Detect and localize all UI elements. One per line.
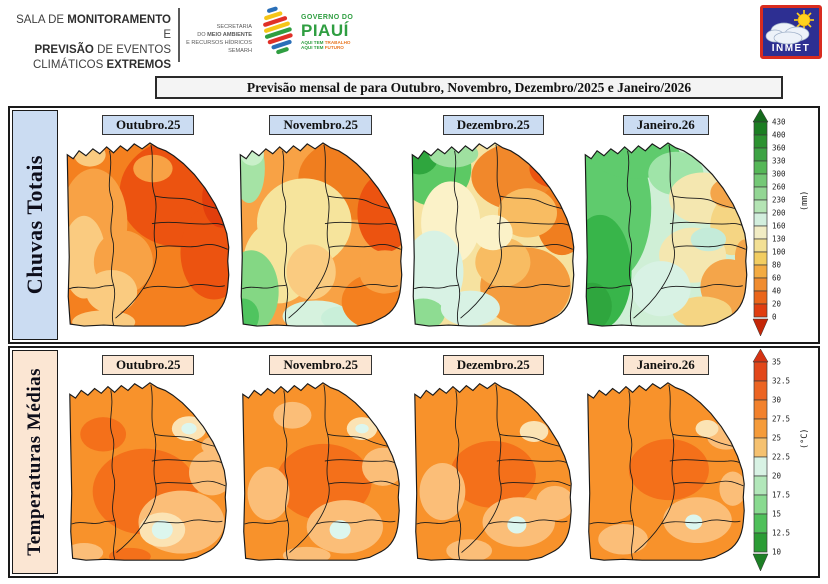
map-column: Outubro.25	[62, 108, 235, 342]
map-column: Dezembro.25	[407, 108, 580, 342]
scale-tick-label: 330	[772, 157, 786, 166]
month-label: Outubro.25	[102, 115, 195, 135]
piaui-tagline-2: AQUI TEM FUTURO	[301, 44, 344, 50]
scale-tick-label: 25	[772, 434, 781, 443]
scale-tick-label: 32.5	[772, 377, 790, 386]
map-column: Janeiro.26	[580, 108, 753, 342]
color-scale-bar: 35 32.5 30 27.5 25 22.5 20 17.5 15 12.5 10 (°C)	[752, 348, 810, 572]
scale-tick-label: 17.5	[772, 491, 790, 500]
forecast-map	[69, 382, 228, 561]
month-label: Dezembro.25	[442, 115, 544, 135]
semarh-logo: SECRETARIA DO MEIO AMBIENTE E RECURSOS H…	[186, 24, 252, 55]
scale-unit-label: (mm)	[800, 191, 810, 211]
row-temperaturas-medias: Temperaturas Médias Outubro.25 Novembro.2…	[8, 346, 820, 578]
forecast-map	[414, 382, 573, 561]
month-label: Dezembro.25	[442, 355, 544, 375]
scale-tick-label: 15	[772, 510, 781, 519]
map-column: Outubro.25	[62, 348, 235, 576]
scale-tick-label: 22.5	[772, 453, 790, 462]
month-label: Outubro.25	[102, 355, 195, 375]
header: SALA DE MONITORAMENTO E PREVISÃO DE EVEN…	[0, 0, 828, 72]
scale-tick-label: 20	[772, 472, 782, 481]
forecast-map	[411, 142, 575, 327]
forecast-map	[584, 142, 748, 327]
scale-tick-label: 60	[772, 274, 782, 283]
map-column: Novembro.25	[235, 348, 408, 576]
scale-tick-label: 400	[772, 131, 786, 140]
governo-do-label: GOVERNO DO	[301, 13, 354, 21]
inmet-logo: INMET	[760, 5, 822, 59]
month-label: Novembro.25	[269, 355, 372, 375]
piaui-map-icon	[263, 6, 293, 55]
piaui-tagline-1: AQUI TEM TRABALHO	[301, 39, 351, 45]
forecast-map	[239, 142, 403, 327]
row-chuvas-totais: Chuvas Totais Outubro.25 Novembro.25 Dezem…	[8, 106, 820, 344]
map-column: Dezembro.25	[407, 348, 580, 576]
sala-line2: PREVISÃO	[34, 43, 94, 56]
maps-area-chuvas: Outubro.25 Novembro.25 Dezembro.25 Janeiro.…	[62, 108, 752, 342]
row-label-cell-temperaturas: Temperaturas Médias	[12, 350, 58, 574]
scale-tick-label: 100	[772, 248, 786, 257]
scale-tick-label: 130	[772, 235, 786, 244]
scale-tick-label: 20	[772, 300, 782, 309]
scale-tick-label: 300	[772, 170, 786, 179]
forecast-map	[586, 382, 745, 561]
scale-tick-label: 40	[772, 287, 782, 296]
scale-tick-label: 30	[772, 396, 782, 405]
month-label: Janeiro.26	[622, 115, 709, 135]
cloud-sun-icon	[765, 10, 814, 45]
scale-tick-label: 230	[772, 196, 786, 205]
scale-tick-label: 200	[772, 209, 786, 218]
scale-tick-label: 80	[772, 261, 782, 270]
map-column: Janeiro.26	[580, 348, 753, 576]
scale-tick-label: 260	[772, 183, 786, 192]
piaui-label: PIAUÍ	[301, 20, 349, 40]
month-label: Novembro.25	[269, 115, 372, 135]
scale-tick-label: 430	[772, 118, 786, 127]
scale-tick-label: 27.5	[772, 415, 790, 424]
scale-tick-label: 160	[772, 222, 786, 231]
header-divider	[178, 8, 180, 62]
precipitation-color-scale: 430 400 360 330 300 260 230 200 160 130 100 80 60 40 2…	[752, 108, 818, 342]
color-scale-bar: 4304003603303002602302001601301008060402…	[752, 108, 810, 337]
map-column: Novembro.25	[235, 108, 408, 342]
month-label: Janeiro.26	[622, 355, 709, 375]
scale-tick-label: 0	[772, 313, 777, 322]
sala-line1: SALA DE	[16, 14, 68, 26]
forecast-map	[241, 382, 400, 561]
temperature-color-scale: 35 32.5 30 27.5 25 22.5 20 17.5 15 12.5 10 (°C)	[752, 348, 818, 576]
maps-area-temperaturas: Outubro.25 Novembro.25 Dezembro.25 Janeiro.…	[62, 348, 752, 576]
inmet-label: INMET	[771, 43, 811, 54]
scale-tick-label: 12.5	[772, 529, 790, 538]
scale-unit-label: (°C)	[800, 428, 810, 448]
sala-line3: CLIMÁTICOS	[32, 58, 107, 71]
row-label-temperaturas: Temperaturas Médias	[24, 368, 45, 556]
row-label-chuvas: Chuvas Totais	[22, 155, 47, 295]
forecast-map	[66, 142, 230, 327]
scale-tick-label: 360	[772, 144, 786, 153]
governo-piaui-logo: GOVERNO DO PIAUÍ AQUI TEM TRABALHO AQUI …	[258, 4, 353, 60]
sala-monitoramento-logo: SALA DE MONITORAMENTO E PREVISÃO DE EVEN…	[16, 14, 171, 71]
row-label-cell-chuvas: Chuvas Totais	[12, 110, 58, 340]
scale-tick-label: 10	[772, 548, 782, 557]
scale-tick-label: 35	[772, 358, 781, 367]
page-title: Previsão mensal de para Outubro, Novembr…	[155, 76, 783, 99]
